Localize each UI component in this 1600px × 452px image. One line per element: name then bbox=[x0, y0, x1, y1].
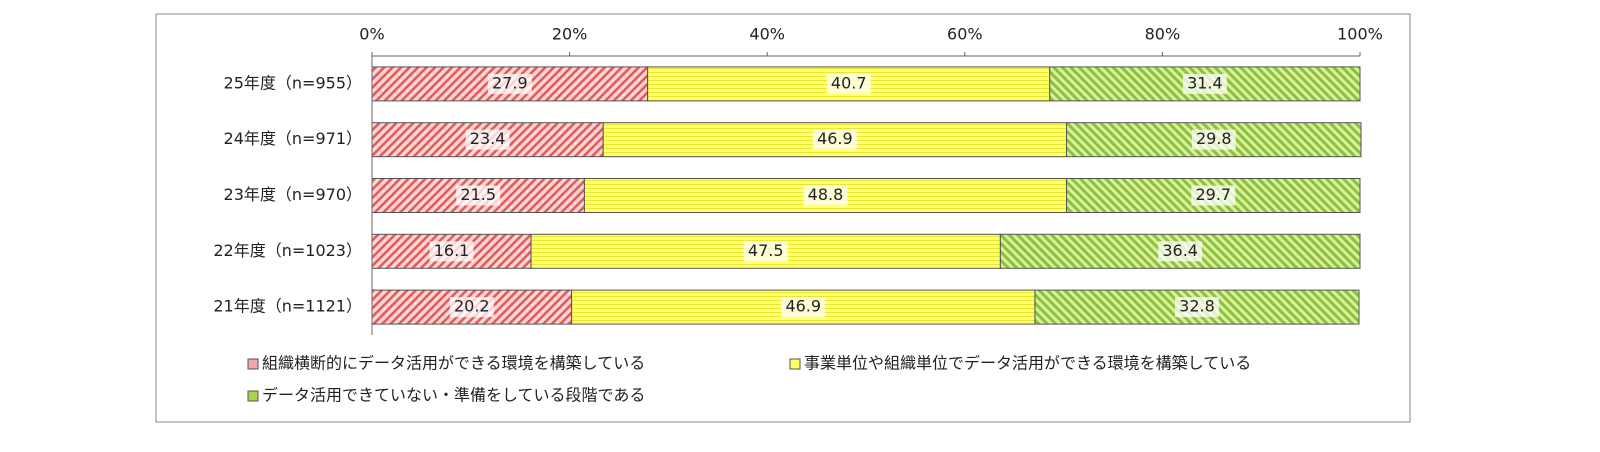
data-label: 31.4 bbox=[1187, 73, 1223, 92]
data-label: 46.9 bbox=[817, 129, 853, 148]
data-label: 16.1 bbox=[434, 241, 470, 260]
label-background bbox=[1191, 129, 1236, 150]
data-label: 47.5 bbox=[748, 241, 784, 260]
label-background bbox=[487, 73, 532, 94]
legend-label: 組織横断的にデータ活用ができる環境を構築している bbox=[262, 354, 645, 373]
data-label: 46.9 bbox=[785, 297, 821, 316]
y-tick-label: 21年度（n=1121） bbox=[213, 297, 362, 316]
label-background bbox=[456, 185, 501, 206]
data-label: 29.7 bbox=[1195, 185, 1231, 204]
label-background bbox=[449, 297, 494, 318]
label-background bbox=[743, 241, 788, 262]
legend-swatch bbox=[247, 358, 259, 370]
label-background bbox=[1182, 73, 1227, 94]
x-tick-label: 40% bbox=[749, 25, 785, 44]
x-tick-label: 0% bbox=[359, 25, 384, 44]
y-tick-label: 25年度（n=955） bbox=[224, 73, 362, 92]
label-background bbox=[812, 129, 857, 150]
data-label: 48.8 bbox=[808, 185, 844, 204]
data-label: 23.4 bbox=[470, 129, 506, 148]
data-label: 32.8 bbox=[1179, 297, 1215, 316]
data-label: 20.2 bbox=[454, 297, 490, 316]
label-background bbox=[465, 129, 510, 150]
label-background bbox=[429, 241, 474, 262]
y-tick-label: 23年度（n=970） bbox=[224, 185, 362, 204]
label-background bbox=[1174, 297, 1219, 318]
legend-swatch bbox=[789, 358, 801, 370]
label-background bbox=[781, 297, 826, 318]
label-background bbox=[1158, 241, 1203, 262]
legend-swatch bbox=[247, 390, 259, 402]
label-background bbox=[1191, 185, 1236, 206]
data-label: 40.7 bbox=[831, 73, 867, 92]
legend-label: データ活用できていない・準備をしている段階である bbox=[262, 386, 645, 405]
x-tick-label: 80% bbox=[1145, 25, 1181, 44]
label-background bbox=[826, 73, 871, 94]
chart-frame bbox=[155, 13, 1411, 423]
x-tick-label: 20% bbox=[552, 25, 588, 44]
data-label: 21.5 bbox=[460, 185, 496, 204]
data-label: 29.8 bbox=[1196, 129, 1232, 148]
y-tick-label: 24年度（n=971） bbox=[224, 129, 362, 148]
label-background bbox=[803, 185, 848, 206]
legend-label: 事業単位や組織単位でデータ活用ができる環境を構築している bbox=[804, 354, 1251, 373]
data-label: 27.9 bbox=[492, 73, 528, 92]
y-tick-label: 22年度（n=1023） bbox=[213, 241, 362, 260]
x-tick-label: 60% bbox=[947, 25, 983, 44]
data-label: 36.4 bbox=[1162, 241, 1198, 260]
x-tick-label: 100% bbox=[1337, 25, 1383, 44]
